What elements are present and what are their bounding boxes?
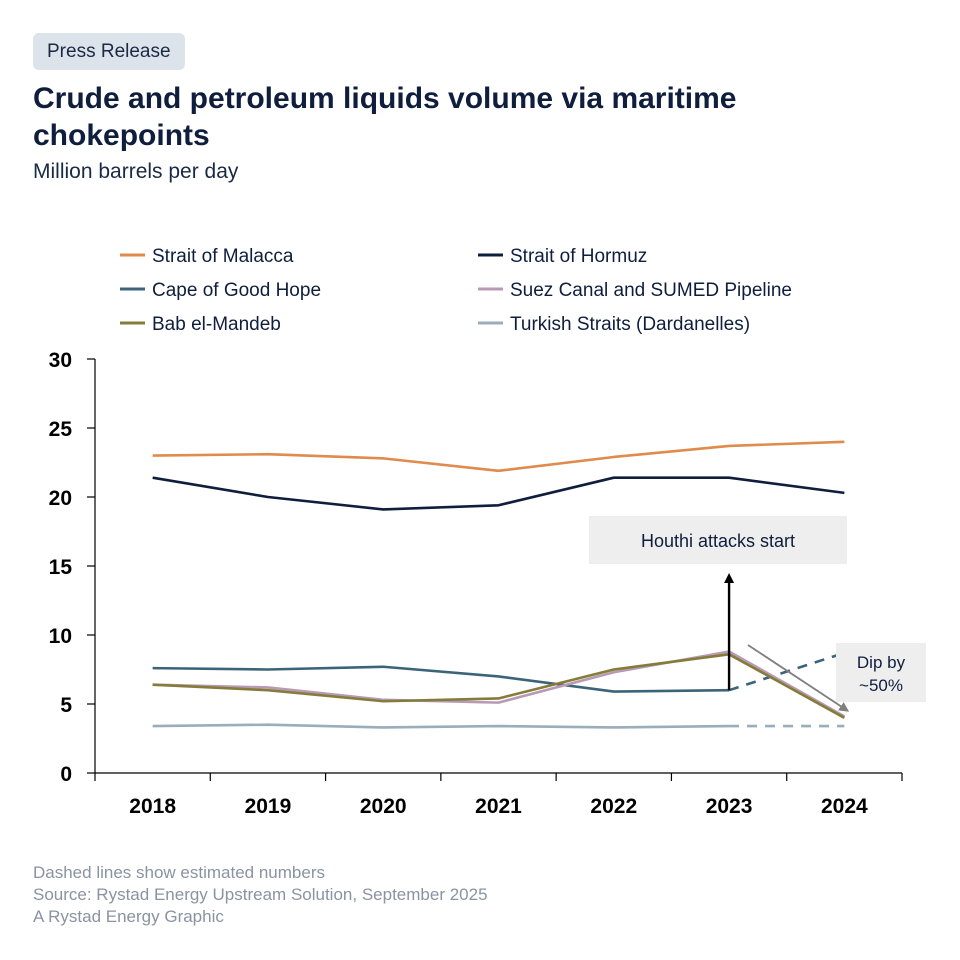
series-line [152,440,845,473]
annotation-box [589,516,847,564]
y-tick-label: 20 [49,487,72,510]
series-line [152,723,730,729]
legend-label: Strait of Malacca [152,246,294,267]
y-tick-label: 25 [49,418,73,441]
legend-label: Suez Canal and SUMED Pipeline [510,280,792,301]
x-tick-label: 2020 [360,795,407,818]
axes: 0 5 10 15 20 25 30 2018 2019 2020 2021 2022 2023 2024 [49,349,903,818]
annotation-box [836,643,926,702]
y-tick-label: 0 [60,763,72,786]
legend-label: Strait of Hormuz [510,246,647,267]
x-tick-label: 2024 [821,795,868,818]
chart-title: Crude and petroleum liquids volume via m… [33,82,737,152]
x-tick-label: 2019 [245,795,292,818]
annotation-dip-label: Dip by ~50% [857,653,906,695]
footer-source: Source: Rystad Energy Upstream Solution,… [33,885,488,904]
x-tick-label: 2018 [129,795,176,818]
footer-note: Dashed lines show estimated numbers [33,863,325,882]
y-tick-label: 5 [60,694,72,717]
y-tick-label: 10 [49,625,72,648]
press-release-badge: Press Release [33,33,185,70]
legend-label: Bab el-Mandeb [152,314,281,335]
annotation-houthi-label: Houthi attacks start [641,531,795,551]
chart-subtitle: Million barrels per day [33,160,239,183]
legend-label: Cape of Good Hope [152,280,321,301]
y-tick-label: 15 [49,556,73,579]
footer-credit: A Rystad Energy Graphic [33,907,224,926]
line-chart: Strait of Malacca Strait of Hormuz Cape of… [49,246,926,818]
annotations: Houthi attacks start Dip by ~50% [589,516,926,712]
series-lines [152,440,845,729]
series-line [152,665,730,693]
y-tick-label: 30 [49,349,72,372]
x-tick-label: 2021 [475,795,522,818]
x-tick-label: 2023 [706,795,753,818]
series-line [152,476,845,511]
x-tick-label: 2022 [590,795,637,818]
legend: Strait of Malacca Strait of Hormuz Cape of… [120,246,792,335]
annotation-dip-arrow [747,644,850,712]
legend-label: Turkish Straits (Dardanelles) [510,314,750,335]
footer: Dashed lines show estimated numbers Sour… [33,862,488,928]
